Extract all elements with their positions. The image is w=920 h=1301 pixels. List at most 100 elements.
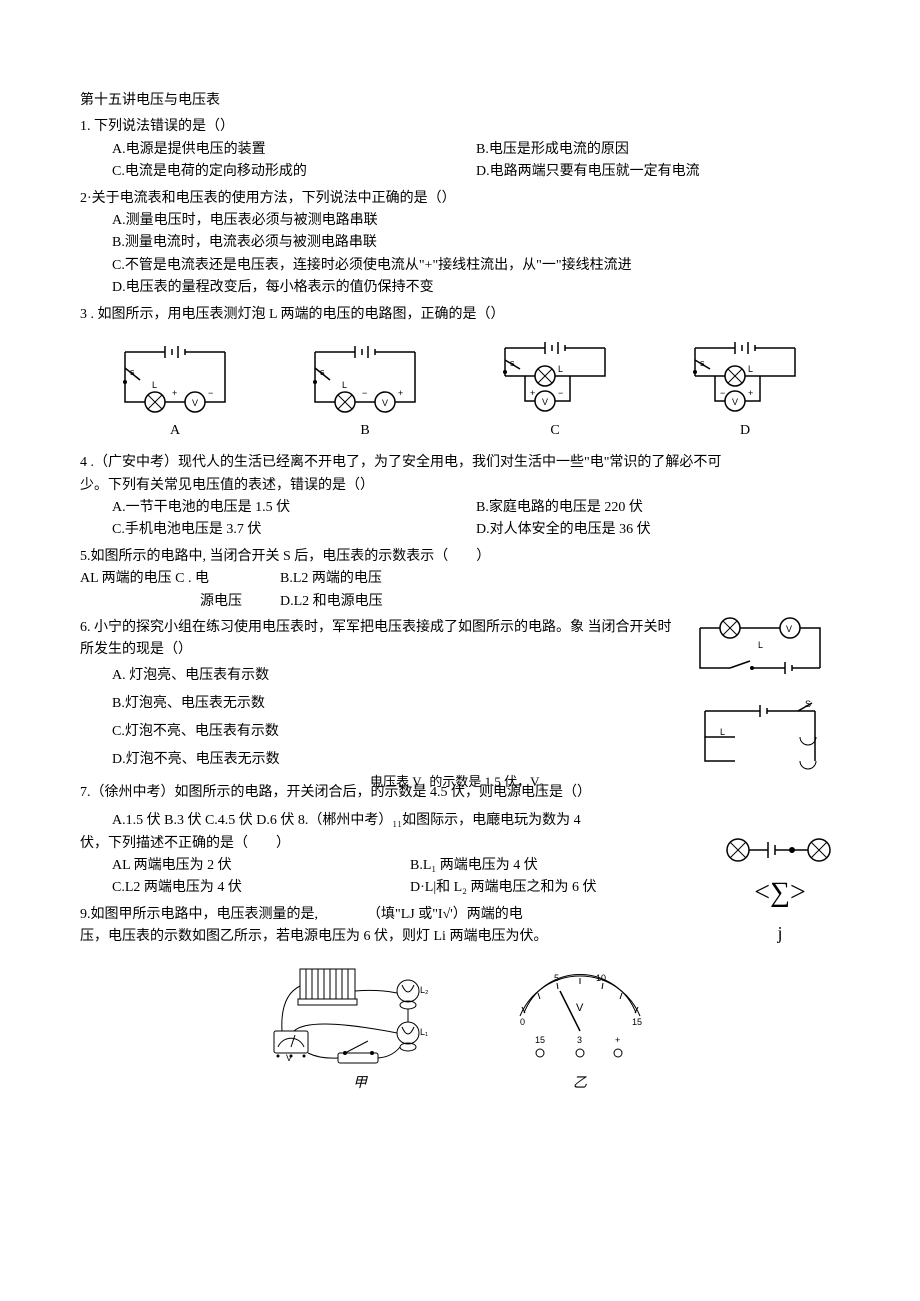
q2-opt-c: C.不管是电流表还是电压表，连接时必须使电流从"+"接线柱流出，从"一"接线柱流… [112,255,840,277]
svg-text:L₁: L₁ [420,1027,428,1037]
q5-opt-b: B.L2 两端的电压 [280,568,382,590]
q6-side-circuit: V L [690,613,830,683]
q9-line2: 压，电压表的示数如图乙所示，若电源电压为 6 伏，则灯 Li 两端电压为伏。 [80,926,708,948]
q1-opt-b: B.电压是形成电流的原因 [476,139,840,161]
svg-text:−: − [362,388,367,398]
q4-opt-d: D.对人体安全的电压是 36 伏 [476,519,840,541]
circuit-a-label: A [110,420,240,442]
q1-options: A.电源是提供电压的装置 B.电压是形成电流的原因 C.电流是电荷的定向移动形成… [80,139,840,184]
q3-diagrams: s L + V − A s L − V [80,336,840,442]
q9-line1: 9.如图甲所示电路中，电压表测量的是, （填"LJ 或"I√'）两端的电 [80,904,708,926]
svg-text:s: s [130,367,135,377]
q8-opt-c: C.L2 两端电压为 4 伏 [112,877,410,899]
svg-text:L: L [758,640,763,650]
circuit-c-label: C [490,420,620,442]
q8-opt-b: B.L₁ 两端电压为 4 伏 [410,855,708,877]
q8-opt-d: D·L|和 L₂ 两端电压之和为 6 伏 [410,877,708,899]
q6-options: A. 灯泡亮、电压表有示数 B.灯泡亮、电压表无示数 C.灯泡不亮、电压表有示数… [80,662,678,774]
svg-text:−: − [208,388,213,398]
figure-yi-label: 乙 [500,1073,660,1095]
svg-text:+: + [530,388,535,398]
svg-text:+: + [398,388,403,398]
circuit-d-svg: s L − V + [680,336,810,418]
figure-yi-svg: 0 5 10 15 V 15 3 + [500,961,660,1071]
svg-text:L: L [720,727,725,737]
q4-opt-c: C.手机电池电压是 3.7 伏 [112,519,476,541]
q6-stem: 6. 小宁的探究小组在练习使用电压表时，军军把电压表接成了如图所示的电路。象 当… [80,617,678,662]
q8-opt-a: AL 两端电压为 2 伏 [112,855,410,877]
q7-overlap-text: 电压表 V₁ 的示数是 1.5 伏，V₂ [370,772,544,793]
figure-jia-svg: V L₂ L₁ [260,961,460,1071]
q5-opt-ac: AL 两端的电压 C . 电 [80,568,280,590]
q4-stem-2: 少。下列有关常见电压值的表述，错误的是（） [80,475,840,497]
svg-text:15: 15 [535,1035,545,1045]
q7-opts: A.1.5 伏 B.3 伏 C.4.5 伏 D.6 伏 8.（郴州中考）₁₁如图… [112,813,581,828]
svg-text:L: L [558,364,563,374]
circuit-a: s L + V − A [110,340,240,442]
svg-text:V: V [192,398,198,408]
sigma-icon: <∑> [754,871,806,916]
q3-stem: 3 . 如图所示，用电压表测灯泡 L 两端的电压的电路图，正确的是（） [80,304,840,326]
svg-text:5: 5 [554,973,559,983]
svg-text:−: − [720,388,725,398]
circuit-c-svg: s L + V − [490,336,620,418]
q8-side: <∑> j [720,833,840,949]
q5-opt-d: D.L2 和电源电压 [280,591,383,613]
q4-opt-a: A.一节干电池的电压是 1.5 伏 [112,497,476,519]
bottom-figures: V L₂ L₁ 甲 [80,961,840,1095]
svg-text:10: 10 [596,973,606,983]
svg-text:V: V [786,624,792,634]
q8-options: AL 两端电压为 2 伏 B.L₁ 两端电压为 4 伏 C.L2 两端电压为 4… [80,855,708,900]
q1-opt-d: D.电路两端只要有电压就一定有电流 [476,161,840,183]
svg-text:s: s [320,367,325,377]
svg-text:L: L [342,380,347,390]
circuit-a-svg: s L + V − [110,340,240,418]
circuit-b-svg: s L − V + [300,340,430,418]
q2-opt-b: B.测量电流时，电流表必须与被测电路串联 [112,232,840,254]
svg-text:3: 3 [577,1035,582,1045]
svg-text:L: L [152,380,157,390]
svg-text:V: V [382,398,388,408]
q4-options: A.一节干电池的电压是 1.5 伏 B.家庭电路的电压是 220 伏 C.手机电… [80,497,840,542]
q7-optline: A.1.5 伏 B.3 伏 C.4.5 伏 D.6 伏 8.（郴州中考）₁₁如图… [80,810,678,832]
svg-text:V: V [576,1002,584,1014]
svg-text:0: 0 [520,1017,525,1027]
q6-opt-c: C.灯泡不亮、电压表有示数 [112,718,678,746]
j-label: j [777,919,782,948]
svg-text:L: L [748,364,753,374]
svg-text:+: + [615,1035,620,1045]
q7-side-circuit: S L [690,699,830,789]
svg-text:s: s [510,358,515,368]
q6-opt-b: B.灯泡亮、电压表无示数 [112,690,678,718]
svg-text:V: V [542,397,548,407]
q8-stem: 伏，下列描述不正确的是（ ） [80,833,708,855]
q6-opt-d: D.灯泡不亮、电压表无示数 [112,746,678,774]
q2-options: A.测量电压时，电压表必须与被测电路串联 B.测量电流时，电流表必须与被测电路串… [80,210,840,300]
q6-opt-a: A. 灯泡亮、电压表有示数 [112,662,678,690]
q7-overlap: 电压表 V₁ 的示数是 1.5 伏，V₂ 7.（徐州中考）如图所示的电路，开关闭… [80,778,678,804]
q4-opt-b: B.家庭电路的电压是 220 伏 [476,497,840,519]
q1-stem: 1. 下列说法错误的是（） [80,116,840,138]
svg-text:V: V [732,397,738,407]
q1-opt-c: C.电流是电荷的定向移动形成的 [112,161,476,183]
svg-text:+: + [748,388,753,398]
circuit-b-label: B [300,420,430,442]
circuit-c: s L + V − C [490,336,620,442]
q4-stem-1: 4 .（广安中考）现代人的生活已经离不开电了，为了安全用电，我们对生活中一些"电… [80,452,840,474]
q2-stem: 2·关于电流表和电压表的使用方法，下列说法中正确的是（） [80,188,840,210]
circuit-b: s L − V + B [300,340,430,442]
svg-text:−: − [558,388,563,398]
circuit-d: s L − V + D [680,336,810,442]
svg-text:15: 15 [632,1017,642,1027]
q5-stem: 5.如图所示的电路中, 当闭合开关 S 后，电压表的示数表示（ ） [80,546,840,568]
figure-yi: 0 5 10 15 V 15 3 + 乙 [500,961,660,1095]
circuit-d-label: D [680,420,810,442]
q1-opt-a: A.电源是提供电压的装置 [112,139,476,161]
svg-text:s: s [700,358,705,368]
figure-jia-label: 甲 [260,1073,460,1095]
q2-opt-a: A.测量电压时，电压表必须与被测电路串联 [112,210,840,232]
figure-jia: V L₂ L₁ 甲 [260,961,460,1095]
svg-text:+: + [172,388,177,398]
svg-text:L₂: L₂ [420,985,429,995]
q8-side-circuit [720,833,840,867]
